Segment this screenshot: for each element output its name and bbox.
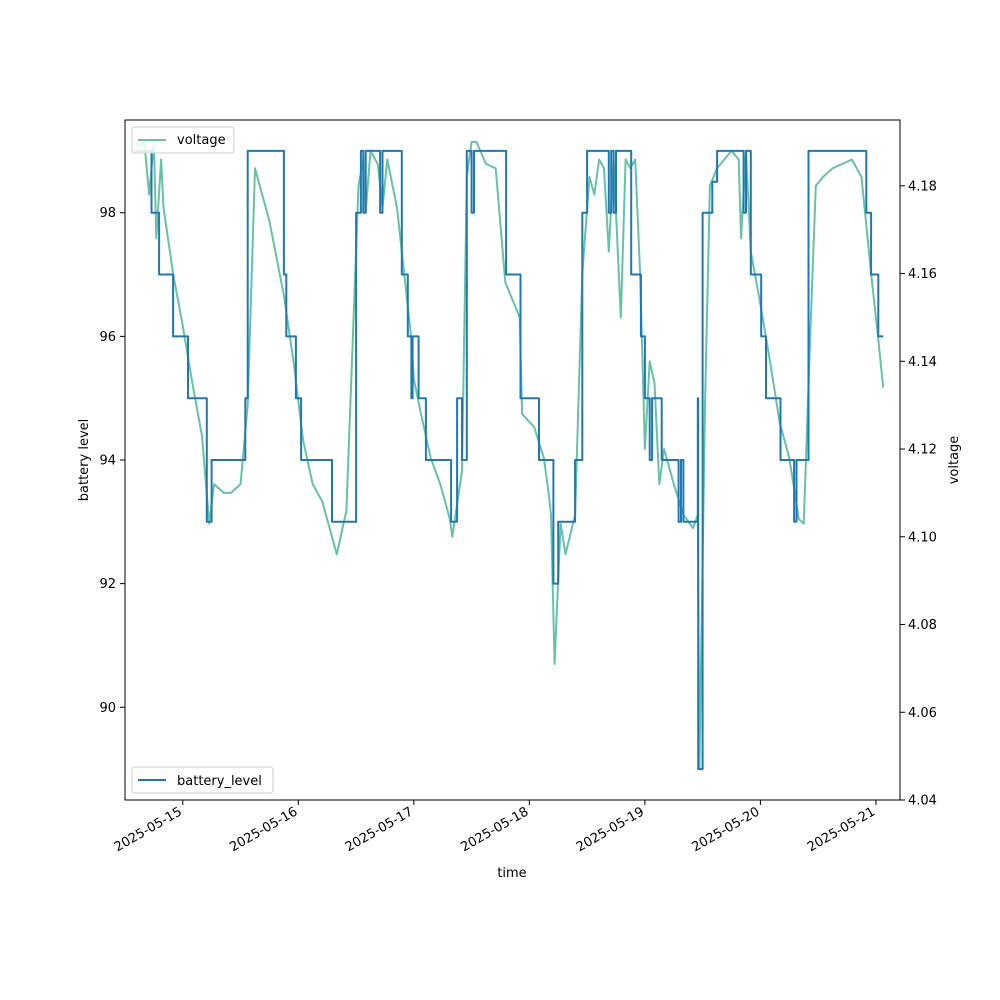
series-layer	[133, 140, 885, 771]
y-right-tick-label-4.06: 4.06	[908, 706, 937, 721]
y-right-tick-label-4.04: 4.04	[908, 794, 937, 809]
y-right-tick-label-4.14: 4.14	[908, 355, 937, 370]
y-right-tick-label-4.12: 4.12	[908, 443, 937, 458]
legend-battery-level: battery_level	[131, 766, 274, 794]
y-axis-right-title: voltage	[947, 436, 962, 485]
y-right-tick-label-4.16: 4.16	[908, 267, 937, 282]
x-axis-title: time	[497, 866, 526, 881]
line-voltage	[133, 140, 885, 771]
y-axis-right: 4.04 4.06 4.08 4.10 4.12 4.14 4.16 4.18	[900, 179, 937, 809]
y-right-tick-label-4.10: 4.10	[908, 530, 937, 545]
legend-voltage-label: voltage	[177, 133, 226, 148]
line-battery-level	[134, 149, 884, 771]
y-axis-left-title: battery level	[77, 419, 92, 502]
y-left-tick-label-94: 94	[99, 454, 116, 469]
series-voltage	[133, 140, 885, 771]
legend-voltage-box	[131, 126, 235, 154]
y-right-tick-label-4.08: 4.08	[908, 618, 937, 633]
y-left-tick-label-90: 90	[99, 701, 116, 716]
legend-battery-level-box	[131, 766, 274, 794]
y-left-tick-label-96: 96	[99, 330, 116, 345]
y-left-tick-label-92: 92	[99, 577, 116, 592]
legend-battery-level-label: battery_level	[177, 774, 262, 789]
y-axis-left: 90 92 94 96 98	[99, 206, 125, 716]
plot-area	[125, 120, 900, 800]
legend-voltage: voltage	[131, 126, 235, 154]
y-right-tick-label-4.18: 4.18	[908, 179, 937, 194]
y-left-tick-label-98: 98	[99, 206, 116, 221]
series-battery-level	[134, 149, 884, 771]
